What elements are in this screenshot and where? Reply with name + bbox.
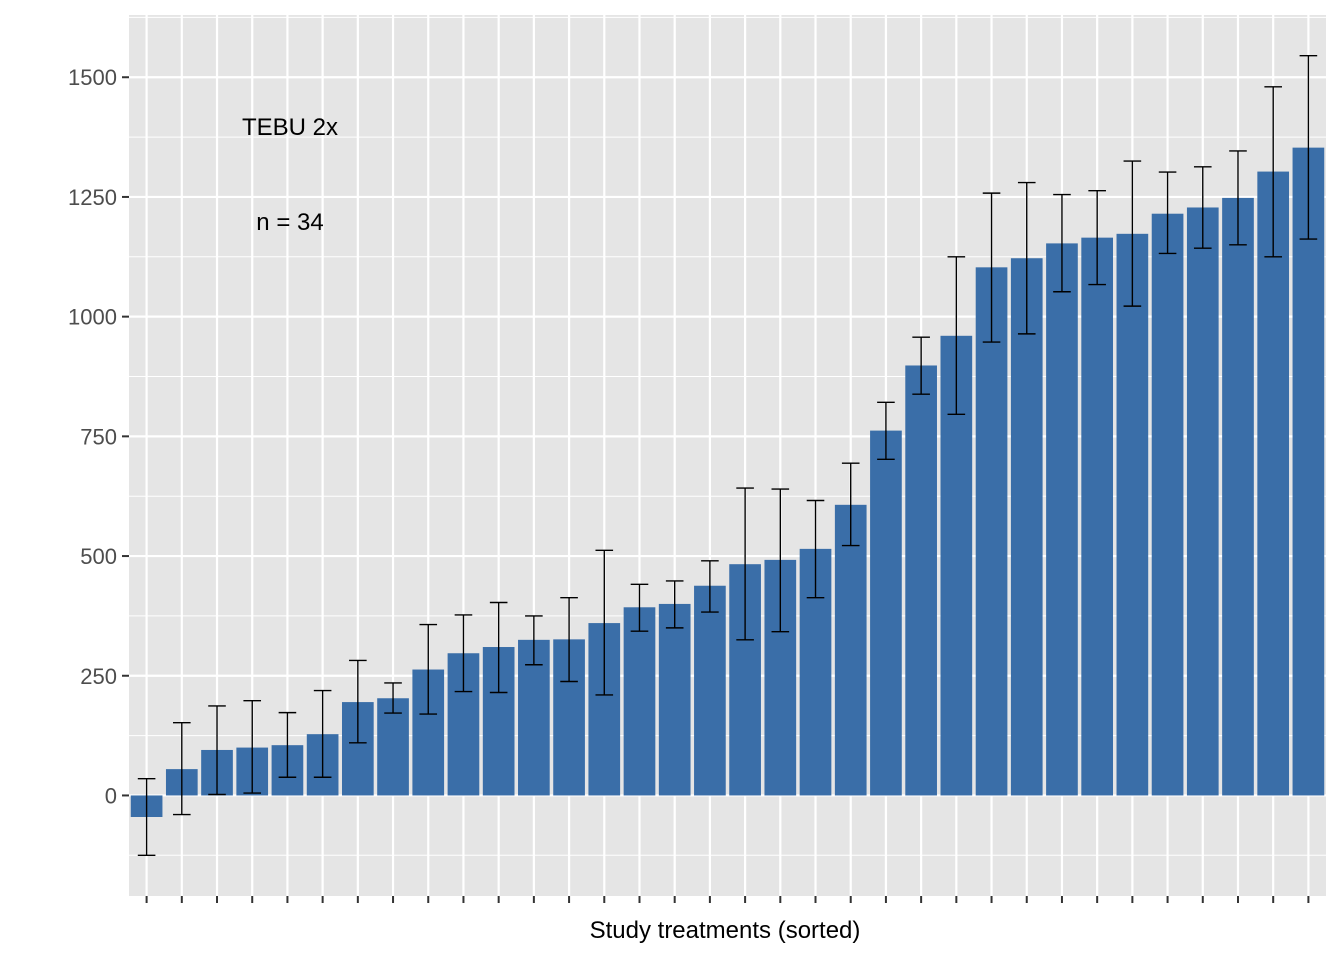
bar	[1116, 233, 1149, 796]
error-bar	[1299, 54, 1318, 240]
error-bar	[173, 721, 191, 816]
bar	[1186, 207, 1219, 796]
x-axis-ticks	[145, 896, 1310, 903]
bar	[1151, 213, 1184, 796]
error-bar	[454, 614, 473, 693]
error-bar	[137, 777, 156, 857]
error-bar	[313, 689, 332, 778]
y-tick-label: 1250	[68, 185, 117, 210]
error-bar	[806, 499, 825, 599]
y-tick-label: 1500	[68, 65, 117, 90]
error-bar	[560, 597, 578, 683]
error-bar-series	[137, 54, 1318, 857]
error-bar	[419, 623, 438, 715]
error-bar	[912, 336, 930, 395]
bar	[694, 585, 726, 796]
error-bar	[595, 549, 614, 696]
error-bar	[489, 601, 508, 694]
error-bar	[1264, 86, 1282, 258]
error-bar	[1123, 160, 1142, 307]
annotation-treatment: TEBU 2x	[242, 114, 338, 141]
error-bar	[1017, 181, 1036, 335]
error-bar	[947, 256, 966, 416]
error-bar	[701, 560, 719, 613]
bar	[1292, 147, 1325, 796]
error-bar	[841, 462, 860, 547]
error-bar	[736, 487, 754, 641]
bar	[1257, 171, 1290, 796]
error-bar	[771, 488, 790, 633]
error-bar	[630, 583, 649, 632]
y-axis: 0 250 500 750 1000 1250 1500	[68, 65, 129, 808]
error-bar	[349, 659, 367, 744]
error-bar	[525, 615, 543, 666]
bar	[658, 603, 691, 796]
error-bar	[208, 705, 226, 796]
error-bar	[877, 401, 895, 461]
error-bar	[1229, 150, 1247, 246]
bar	[834, 504, 867, 796]
error-bar	[1158, 171, 1177, 255]
bar	[1046, 243, 1078, 796]
x-axis-title: Study treatments (sorted)	[590, 917, 861, 944]
bar	[870, 430, 902, 796]
error-bar	[278, 711, 297, 778]
error-bar	[1193, 166, 1212, 249]
bar	[518, 639, 550, 796]
error-bar	[1053, 193, 1071, 293]
bar	[1010, 258, 1043, 796]
error-bar	[665, 580, 684, 629]
error-bar	[243, 699, 262, 794]
bar-series	[130, 147, 1325, 817]
y-tick-label: 250	[80, 664, 117, 689]
bar	[1081, 237, 1114, 796]
bar	[905, 365, 937, 796]
bar	[1222, 197, 1254, 796]
annotation-n: n = 34	[256, 209, 323, 236]
y-tick-label: 0	[105, 783, 117, 808]
error-bar	[982, 192, 1001, 343]
error-bar	[384, 682, 402, 714]
y-tick-label: 1000	[68, 305, 117, 330]
error-bar	[1088, 190, 1106, 286]
bar	[975, 267, 1008, 796]
bar	[377, 698, 409, 796]
y-tick-label: 750	[80, 424, 117, 449]
bar	[623, 607, 656, 796]
y-tick-label: 500	[80, 544, 117, 569]
